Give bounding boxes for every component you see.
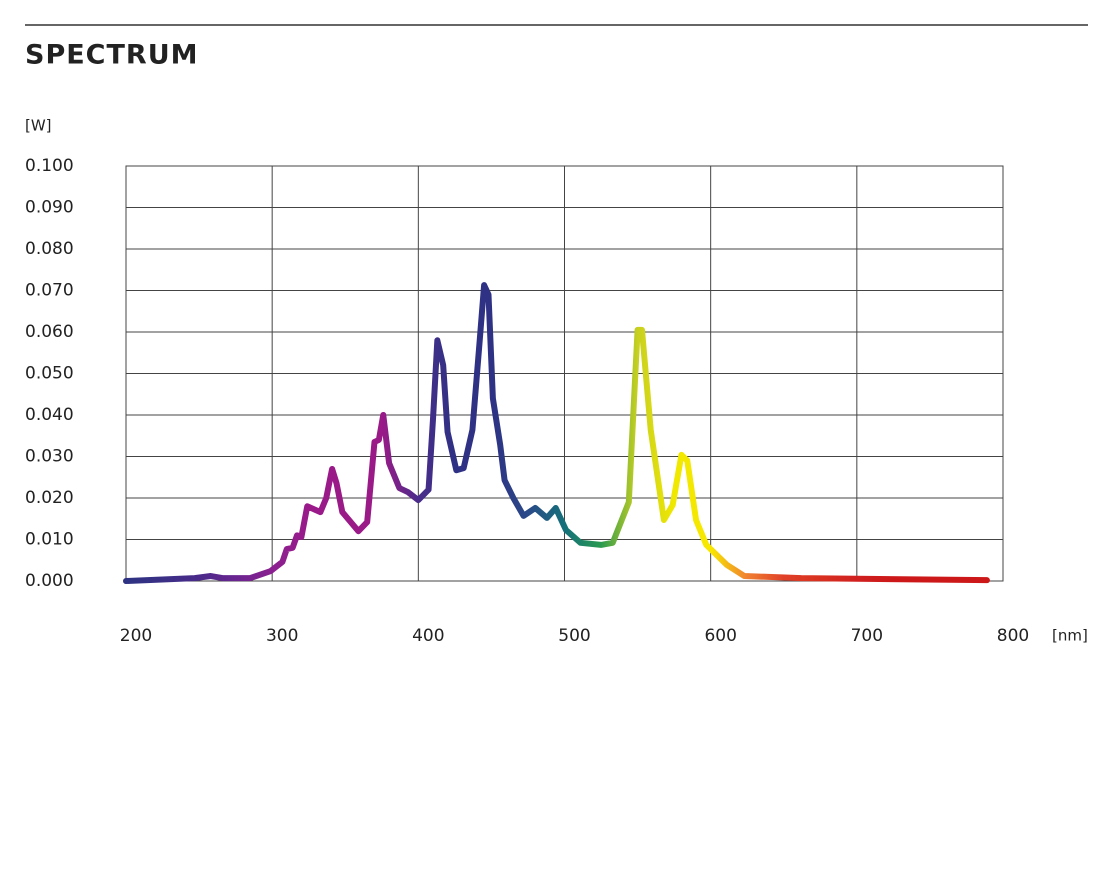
y-tick-label: 0.040 xyxy=(25,405,74,425)
y-axis-label: [W] xyxy=(25,117,52,135)
y-tick-label: 0.030 xyxy=(25,447,74,467)
x-tick-label: 400 xyxy=(412,626,444,646)
y-tick-label: 0.060 xyxy=(25,322,74,342)
x-tick-label: 300 xyxy=(266,626,298,646)
y-tick-label: 0.020 xyxy=(25,488,74,508)
x-tick-label: 500 xyxy=(558,626,590,646)
x-tick-label: 800 xyxy=(997,626,1029,646)
x-axis-label: [nm] xyxy=(1052,627,1088,645)
x-tick-label: 600 xyxy=(704,626,736,646)
y-tick-label: 0.070 xyxy=(25,281,74,301)
x-tick-label: 200 xyxy=(120,626,152,646)
y-tick-label: 0.050 xyxy=(25,364,74,384)
chart-title: SPECTRUM xyxy=(25,40,199,71)
y-tick-label: 0.080 xyxy=(25,239,74,259)
spectrum-line xyxy=(123,282,990,584)
y-tick-label: 0.010 xyxy=(25,530,74,550)
y-tick-label: 0.090 xyxy=(25,198,74,218)
x-tick-label: 700 xyxy=(851,626,883,646)
y-tick-label: 0.100 xyxy=(25,156,74,176)
y-tick-label: 0.000 xyxy=(25,571,74,591)
